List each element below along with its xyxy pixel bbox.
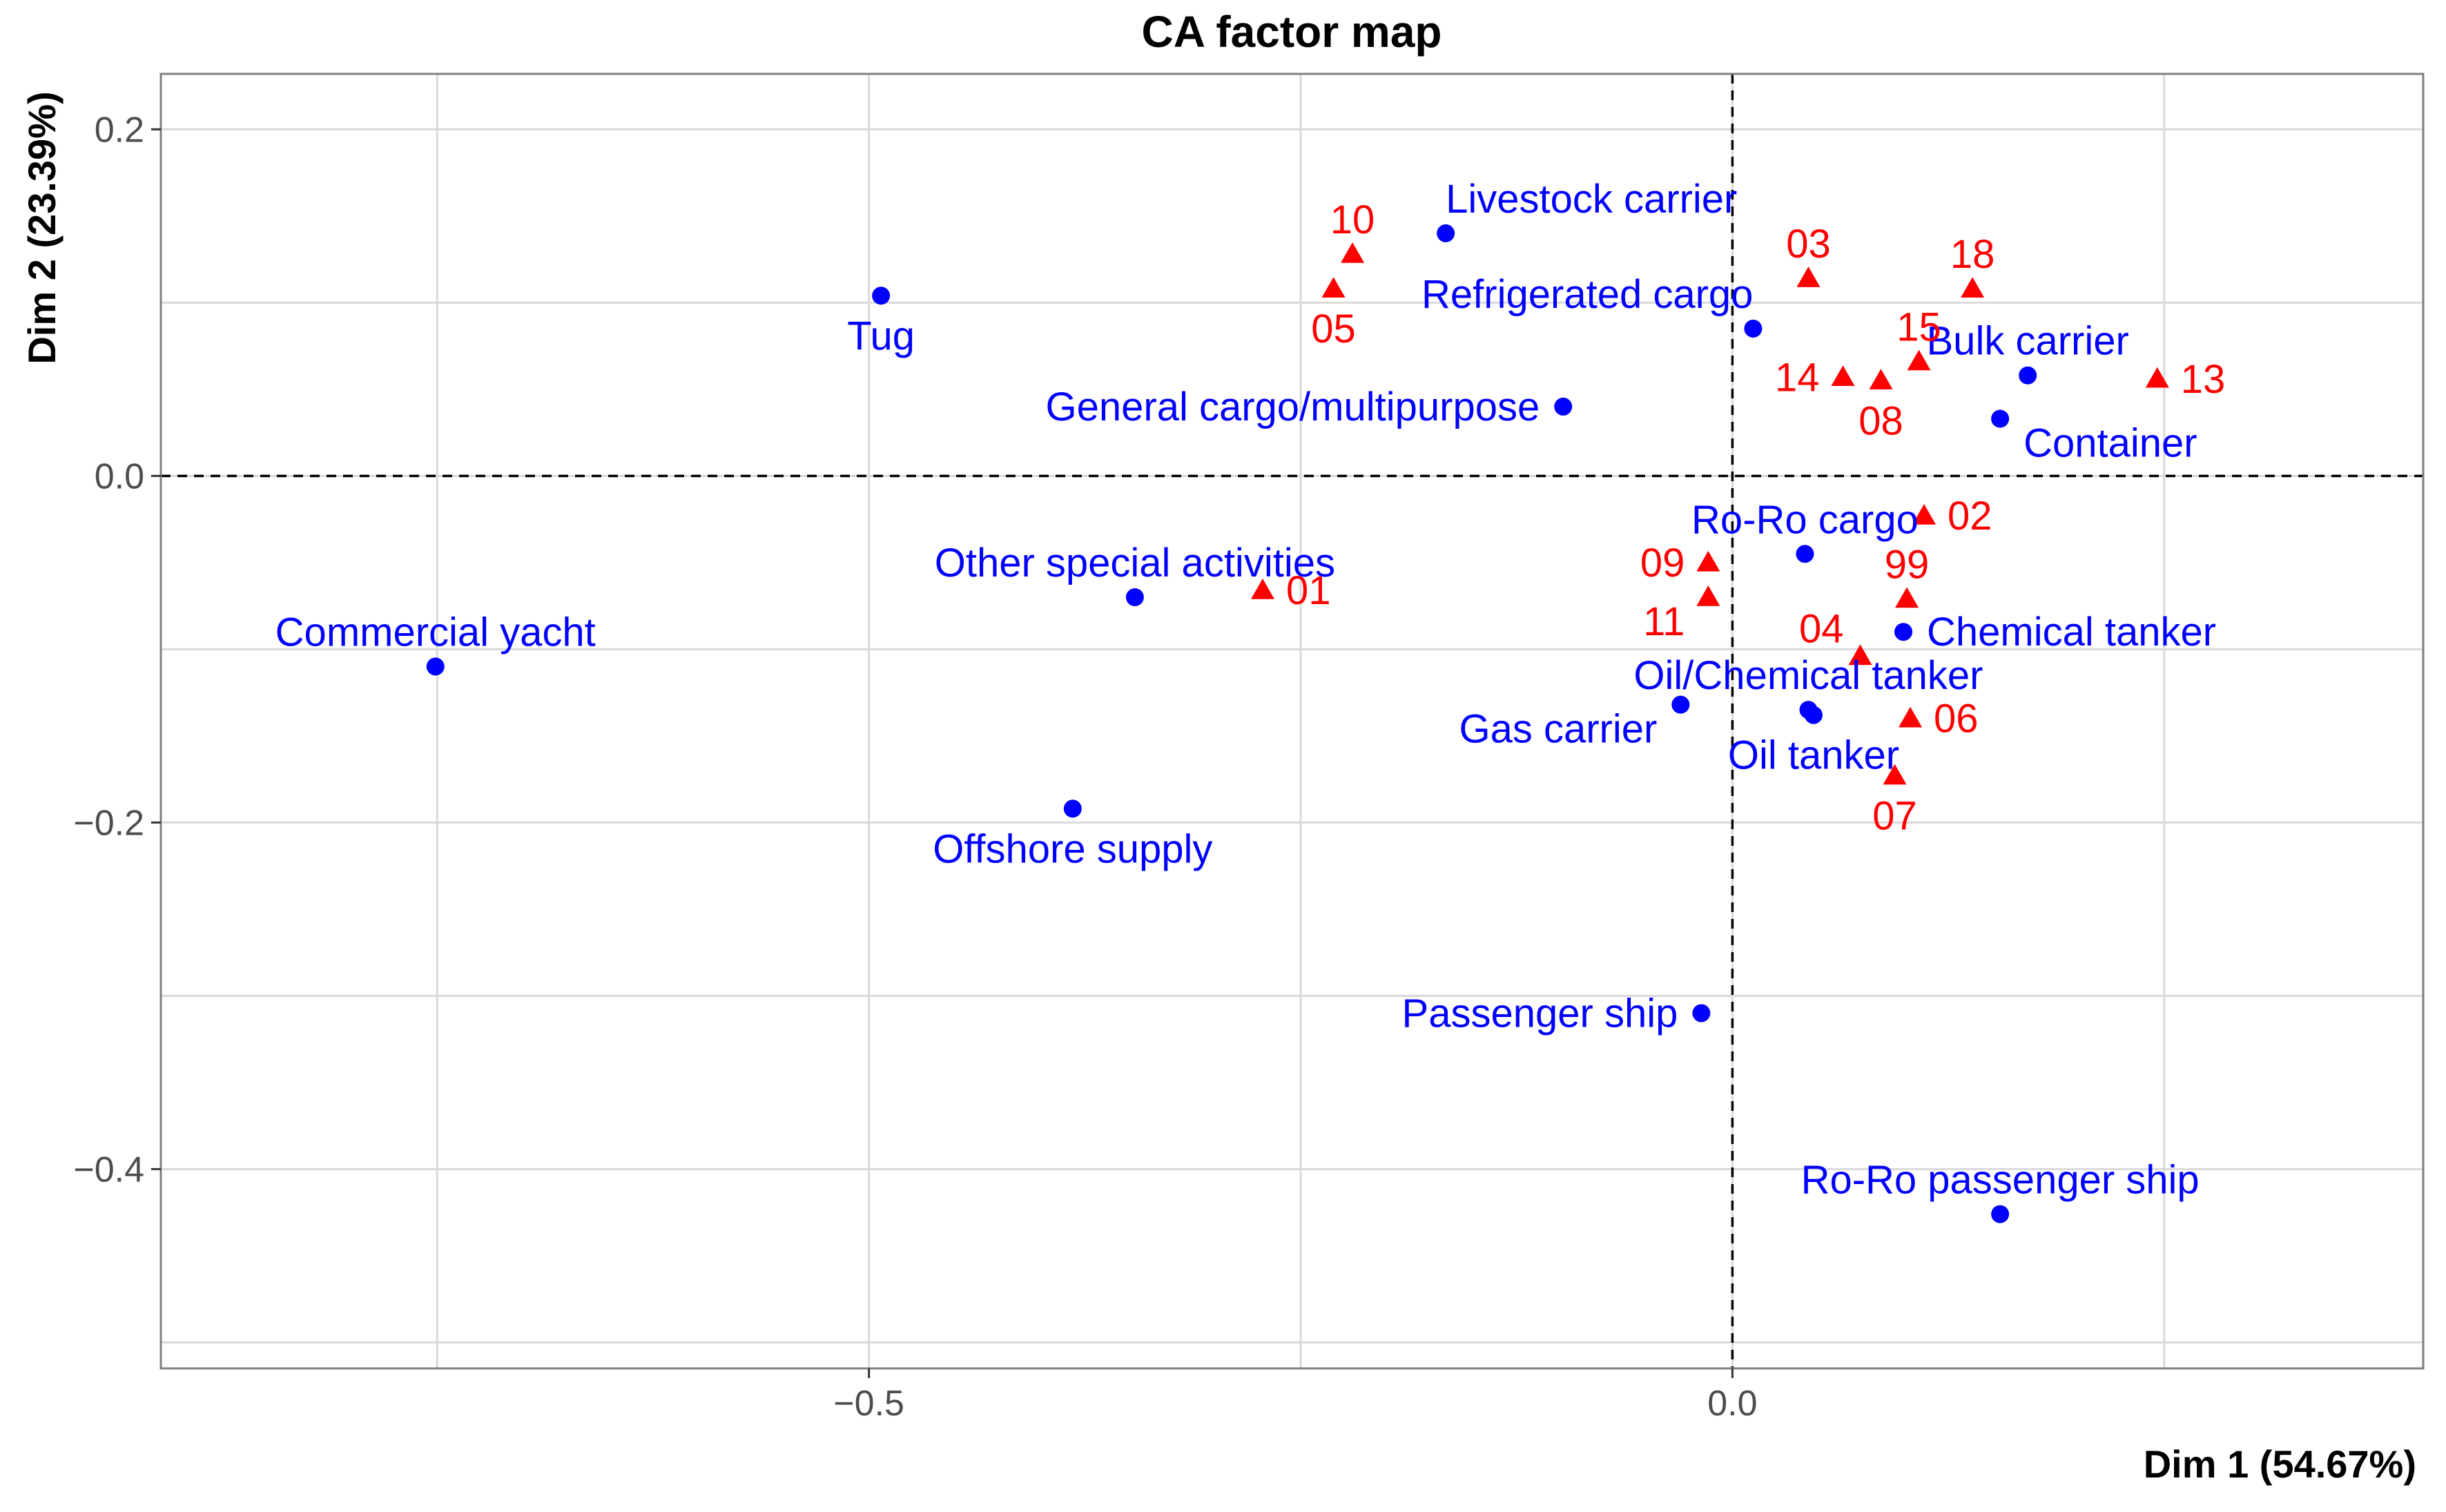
- chart-title: CA factor map: [1141, 7, 1442, 57]
- ship-type-label: Chemical tanker: [1927, 610, 2216, 655]
- reference-lines: [161, 74, 2423, 1368]
- category-code-label: 14: [1775, 355, 1820, 400]
- category-code-point: [1869, 369, 1893, 390]
- category-code-point: [1907, 349, 1931, 371]
- x-axis-title: Dim 1 (54.67%): [2144, 1442, 2416, 1486]
- grid: [161, 74, 2423, 1368]
- ship-type-point: [1063, 799, 1082, 818]
- category-code-label: 18: [1950, 232, 1995, 277]
- ship-type-label: General cargo/multipurpose: [1046, 385, 1540, 429]
- ship-type-label: Ro-Ro passenger ship: [1801, 1158, 2200, 1203]
- ship-type-label: Passenger ship: [1402, 991, 1678, 1036]
- category-code-label: 01: [1286, 568, 1331, 613]
- category-code-label: 08: [1858, 398, 1903, 443]
- category-code-point: [2145, 367, 2169, 388]
- category-code-label: 10: [1330, 197, 1375, 242]
- x-tick-label: 0.0: [1707, 1384, 1757, 1424]
- ship-type-point: [1554, 397, 1573, 416]
- y-tick-label: −0.2: [73, 803, 144, 843]
- ship-type-label: Commercial yacht: [275, 610, 596, 655]
- category-code-point: [1696, 550, 1720, 572]
- category-code-point: [1895, 587, 1919, 608]
- category-code-point: [1796, 266, 1821, 287]
- category-code-point: [1250, 578, 1274, 599]
- ship-type-point: [1671, 695, 1690, 714]
- ship-type-label: Oil/Chemical tanker: [1633, 653, 1983, 698]
- plot-panel-border: [159, 72, 2425, 1370]
- category-code-label: 07: [1872, 794, 1917, 839]
- category-code-label: 15: [1896, 305, 1941, 350]
- ship-type-label: Refrigerated cargo: [1421, 272, 1753, 317]
- x-tick-label: −0.5: [833, 1384, 904, 1424]
- ship-type-point: [1991, 409, 2010, 428]
- ship-type-point: [1437, 224, 1455, 242]
- category-code-label: 04: [1799, 606, 1844, 651]
- category-code-point: [1899, 706, 1923, 728]
- ship-type-point: [1991, 1205, 2010, 1223]
- ship-type-point: [872, 287, 891, 305]
- ship-type-point: [1125, 588, 1144, 607]
- ship-type-point: [1894, 623, 1913, 641]
- ship-type-label: Bulk carrier: [1927, 319, 2129, 364]
- ship-type-label: Ro-Ro cargo: [1691, 497, 1919, 542]
- category-code-point: [1883, 764, 1907, 785]
- ship-type-point: [426, 657, 445, 676]
- category-code-point: [1848, 644, 1872, 666]
- ship-type-label: Tug: [847, 313, 915, 358]
- ship-type-label: Livestock carrier: [1446, 177, 1737, 222]
- data-labels: Tug Livestock carrier Refrigerated cargo Ge…: [275, 177, 2226, 1203]
- category-code-label: 06: [1934, 697, 1979, 742]
- ship-type-point: [1744, 319, 1763, 338]
- ship-type-point: [1796, 545, 1814, 563]
- category-code-label: 09: [1640, 541, 1685, 585]
- category-code-point: [1831, 365, 1855, 387]
- ship-type-label: Other special activities: [935, 541, 1335, 585]
- axis-ticks: −0.5 0.0 0.2 0.0 −0.2 −0.4: [73, 110, 1757, 1424]
- ship-type-label: Offshore supply: [933, 826, 1212, 871]
- category-code-label: 99: [1885, 543, 1930, 588]
- category-code-point: [1341, 242, 1365, 263]
- y-axis-title: Dim 2 (23.39%): [20, 91, 64, 364]
- ship-type-point: [1692, 1004, 1711, 1022]
- category-code-point: [1961, 277, 1985, 298]
- y-tick-label: 0.2: [95, 110, 144, 150]
- ship-type-label: Gas carrier: [1459, 707, 1658, 752]
- data-points: [426, 224, 2169, 1223]
- category-code-label: 11: [1643, 599, 1685, 644]
- category-code-label: 03: [1786, 222, 1831, 266]
- ship-type-label: Container: [2023, 420, 2197, 465]
- category-code-label: 05: [1311, 307, 1356, 351]
- category-code-point: [1912, 504, 1937, 525]
- category-code-label: 13: [2181, 357, 2226, 402]
- category-code-label: 02: [1948, 494, 1992, 539]
- ship-type-label: Oil tanker: [1728, 733, 1899, 778]
- y-tick-label: 0.0: [95, 456, 144, 496]
- ship-type-point: [1804, 706, 1823, 724]
- category-code-point: [1321, 277, 1346, 298]
- ship-type-point: [2019, 366, 2037, 385]
- category-code-point: [1696, 585, 1720, 606]
- y-tick-label: −0.4: [73, 1150, 144, 1190]
